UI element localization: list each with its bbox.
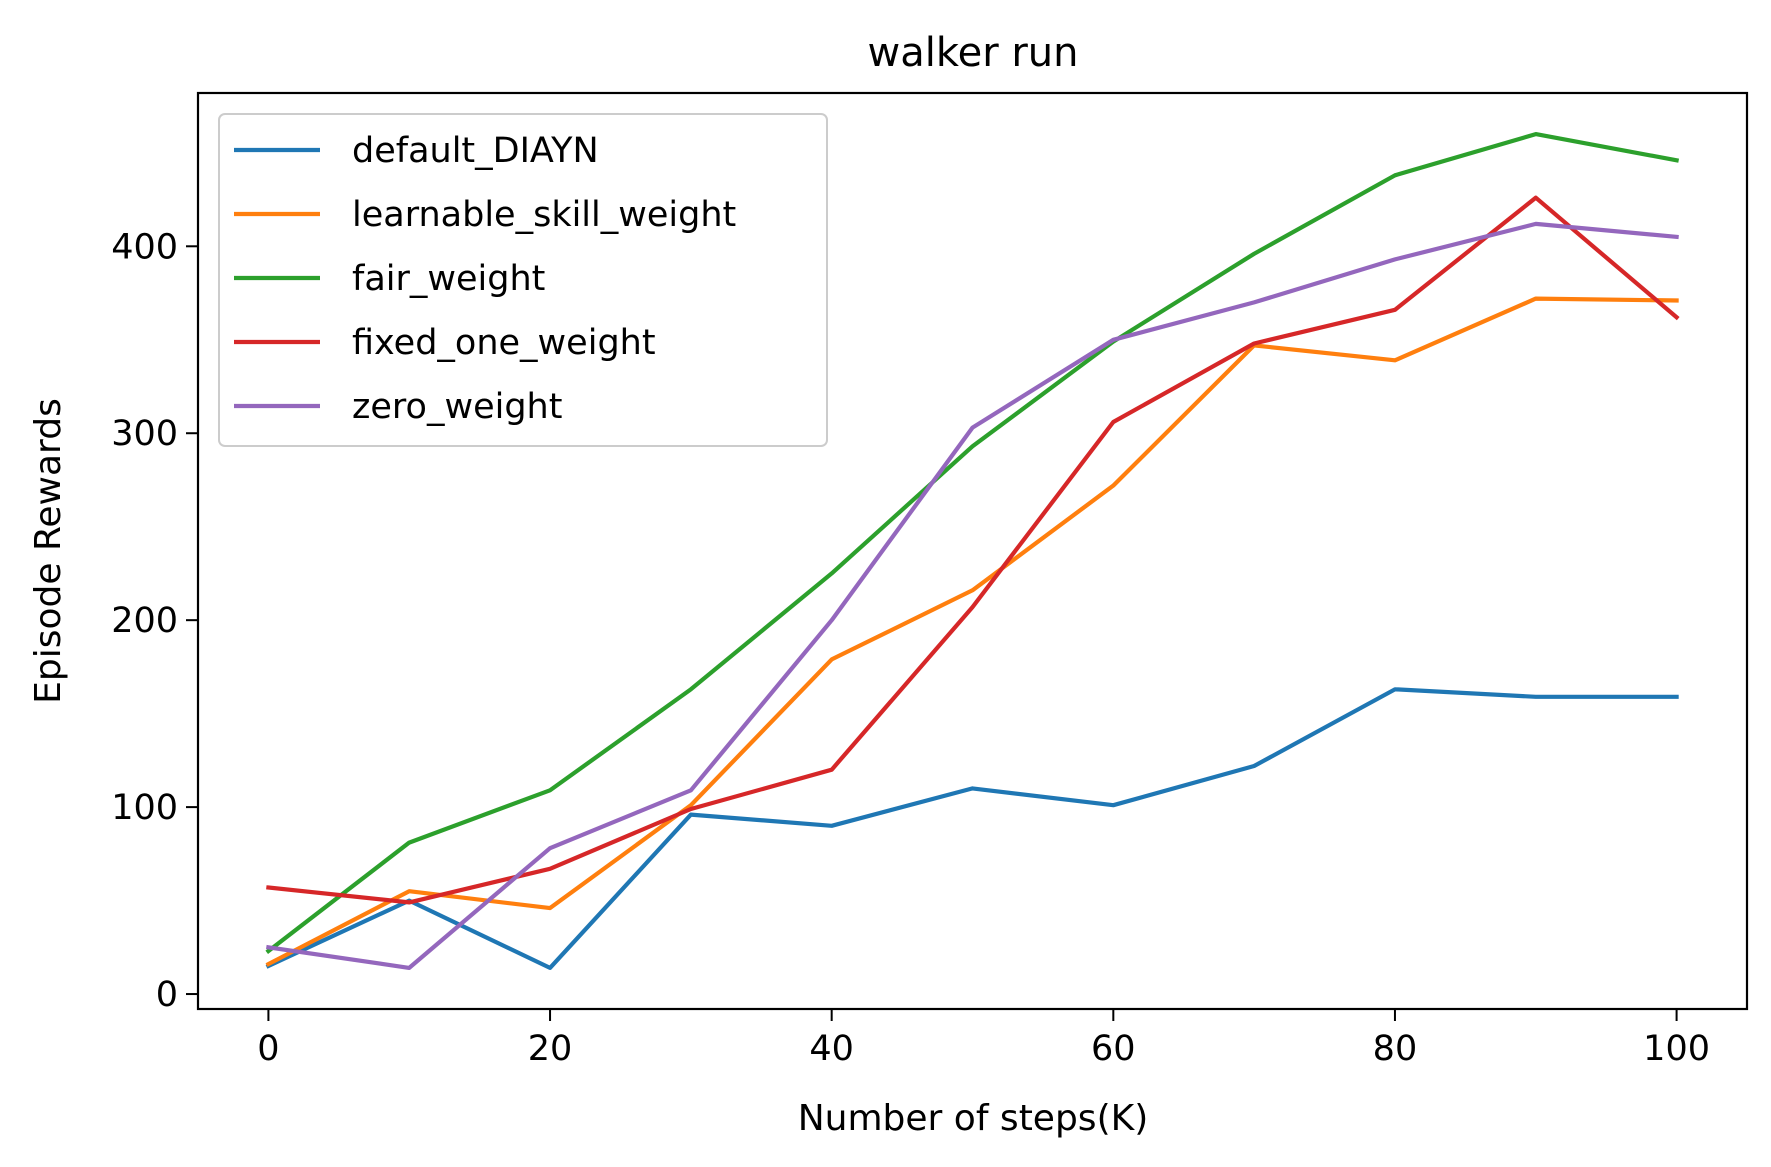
series-line-learnable_skill_weight — [265, 296, 1679, 967]
series-line-fixed_one_weight — [266, 195, 1680, 905]
plot-lines — [265, 132, 1680, 971]
legend-label: default_DIAYN — [352, 131, 599, 171]
legend: default_DIAYN learnable_skill_weight fair_… — [218, 113, 828, 447]
y-tick-label: 0 — [156, 975, 178, 1015]
legend-label: learnable_skill_weight — [352, 195, 736, 235]
y-tick-label: 100 — [111, 788, 178, 828]
y-tick-label: 300 — [111, 414, 178, 454]
y-axis: 0 100 200 300 400 — [111, 227, 198, 1015]
x-tick-label: 20 — [528, 1029, 573, 1069]
legend-label: zero_weight — [352, 387, 562, 427]
legend-label: fair_weight — [352, 259, 545, 299]
legend-label: fixed_one_weight — [352, 323, 656, 363]
series-line-zero_weight — [266, 221, 1679, 971]
y-tick-label: 400 — [111, 227, 178, 267]
x-axis: 0 20 40 60 80 100 — [257, 1009, 1710, 1069]
x-tick-label: 60 — [1091, 1029, 1136, 1069]
y-axis-label: Episode Rewards — [28, 398, 69, 704]
legend-box — [218, 113, 828, 447]
x-tick-label: 40 — [809, 1029, 854, 1069]
x-tick-label: 0 — [257, 1029, 279, 1069]
x-tick-label: 100 — [1643, 1029, 1710, 1069]
chart-title: walker run — [868, 30, 1079, 76]
x-tick-label: 80 — [1373, 1029, 1418, 1069]
y-tick-label: 200 — [111, 601, 178, 641]
plot-frame — [196, 91, 1749, 1011]
series-line-default_DIAYN — [265, 687, 1679, 971]
series-line-fair_weight — [265, 132, 1680, 954]
x-axis-label: Number of steps(K) — [798, 1098, 1149, 1139]
